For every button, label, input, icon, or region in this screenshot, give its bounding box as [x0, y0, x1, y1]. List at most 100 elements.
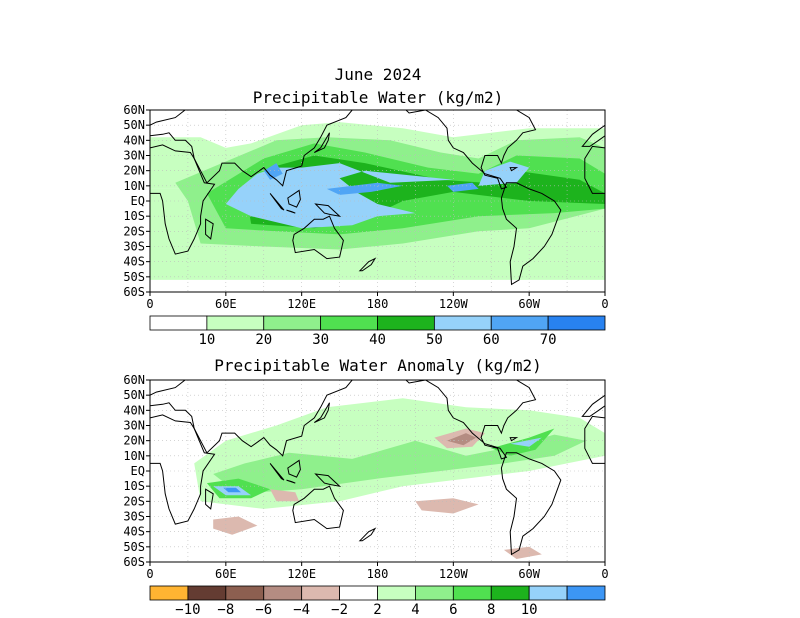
anom-coastline — [581, 394, 605, 417]
anom-lat-label: 10S — [123, 479, 145, 493]
anom-field-region — [415, 498, 479, 514]
anom-field-region — [270, 489, 300, 502]
anomaly-colorbar-swatch — [377, 585, 416, 601]
anomaly-colorbar-swatch — [528, 585, 568, 601]
pw-lat-label: 40N — [123, 133, 145, 147]
anom-lat-label: 40N — [123, 403, 145, 417]
anom-coastline — [150, 414, 216, 525]
pw-coastline — [205, 218, 214, 240]
pw-colorbar-label: 20 — [255, 332, 272, 348]
pw-lat-label: 20N — [123, 164, 145, 178]
anom-field-region — [213, 516, 258, 535]
anom-coastline — [314, 473, 342, 487]
anom-lon-label: 60W — [518, 567, 540, 581]
pw-coastline — [405, 110, 537, 190]
pw-colorbar-swatch — [547, 315, 606, 331]
anom-coastline — [286, 479, 296, 484]
anom-lon-label: 120W — [439, 567, 469, 581]
anomaly-colorbar-label: 10 — [521, 602, 538, 618]
pw-colorbar-label: 70 — [540, 332, 557, 348]
anom-lat-label: 40S — [123, 525, 145, 539]
anomaly-colorbar-swatch — [566, 585, 606, 601]
anomaly-colorbar-swatch — [263, 585, 303, 601]
pw-lon-label: 60E — [215, 297, 237, 311]
pw-colorbar-label: 50 — [426, 332, 443, 348]
anomaly-colorbar-swatch — [301, 585, 340, 601]
pw-colorbar-swatch — [149, 315, 208, 331]
anom-field-region — [447, 433, 477, 446]
pw-coastline — [286, 209, 296, 214]
pw-lat-label: 40S — [123, 255, 145, 269]
anom-coastline — [269, 463, 285, 481]
anom-lon-label: 120E — [287, 567, 316, 581]
anomaly-colorbar-swatch — [339, 585, 378, 601]
pw-lat-label: 60N — [123, 103, 145, 117]
pw-coastline — [581, 124, 605, 147]
pw-coastline — [150, 144, 216, 255]
pw-lat-label: 20S — [123, 224, 145, 238]
anomaly-colorbar-label: 6 — [449, 602, 457, 618]
anomaly-colorbar-label: −8 — [217, 602, 234, 618]
anomaly-colorbar: −10 −8 −6 −4 −2 2 4 6 8 10 — [149, 585, 606, 618]
anomaly-colorbar-swatch — [452, 585, 492, 601]
anom-lat-label: 60N — [123, 373, 145, 387]
anom-shaded-field — [194, 398, 605, 559]
anom-lon-label: 60E — [215, 567, 237, 581]
anomaly-colorbar-label: 4 — [411, 602, 419, 618]
anom-coastline — [500, 452, 562, 556]
pw-lat-label: 60S — [123, 285, 145, 299]
pw-colorbar-label: 60 — [483, 332, 500, 348]
anom-lat-label: EQ — [131, 464, 145, 478]
pw-coastline — [287, 189, 301, 208]
anomaly-colorbar-label: 8 — [487, 602, 495, 618]
anom-field-region — [223, 487, 241, 493]
anomaly-colorbar-label: −4 — [293, 602, 310, 618]
anom-coastlines — [150, 380, 605, 556]
anomaly-colorbar-swatch — [490, 585, 530, 601]
pw-coastline — [500, 182, 562, 286]
pw-field-region — [263, 163, 283, 180]
pw-lat-label: 10N — [123, 179, 145, 193]
pw-lat-label: 50S — [123, 270, 145, 284]
pw-lon-label: 120E — [287, 297, 316, 311]
anomaly-colorbar-swatch — [149, 585, 189, 601]
pw-colorbar-label: 40 — [369, 332, 386, 348]
pw-coastline — [269, 193, 285, 211]
pw-coastline — [528, 110, 549, 111]
anom-lat-label: 20S — [123, 494, 145, 508]
pw-coastline — [584, 145, 605, 194]
anom-coastline — [584, 415, 605, 464]
pw-colorbar-label: 30 — [312, 332, 329, 348]
anom-lon-label: 0 — [146, 567, 153, 581]
pw-colorbar-swatch — [206, 315, 265, 331]
pw-coastline — [358, 257, 377, 272]
anomaly-colorbar-swatch — [415, 585, 454, 601]
pw-coastline — [314, 203, 342, 217]
anom-lon-label: 180 — [367, 567, 389, 581]
pw-field-region — [447, 182, 479, 192]
pw-lat-label: EQ — [131, 194, 145, 208]
pw-lon-label: 180 — [367, 297, 389, 311]
anom-coastline — [292, 485, 344, 530]
anom-coastline — [528, 380, 549, 381]
anom-lat-label: 30S — [123, 510, 145, 524]
pw-lat-label: 10S — [123, 209, 145, 223]
pw-lon-label: 0 — [601, 297, 608, 311]
anom-field-region — [503, 546, 542, 559]
anomaly-colorbar-swatch — [187, 585, 227, 601]
chart-title-anomaly: Precipitable Water Anomaly (kg/m2) — [214, 356, 542, 375]
anom-field-region — [510, 437, 542, 447]
anom-coastline — [205, 488, 214, 510]
anomaly-colorbar-label: −10 — [175, 602, 200, 618]
anomaly-colorbar-label: 2 — [373, 602, 381, 618]
pw-coastlines — [150, 110, 605, 286]
chart-title-month: June 2024 — [334, 65, 422, 84]
pw-lat-label: 50N — [123, 118, 145, 132]
pw-lat-label: 30N — [123, 149, 145, 163]
pw-lon-label: 120W — [439, 297, 469, 311]
anomaly-colorbar-label: −6 — [255, 602, 272, 618]
anom-field-region — [213, 434, 586, 494]
